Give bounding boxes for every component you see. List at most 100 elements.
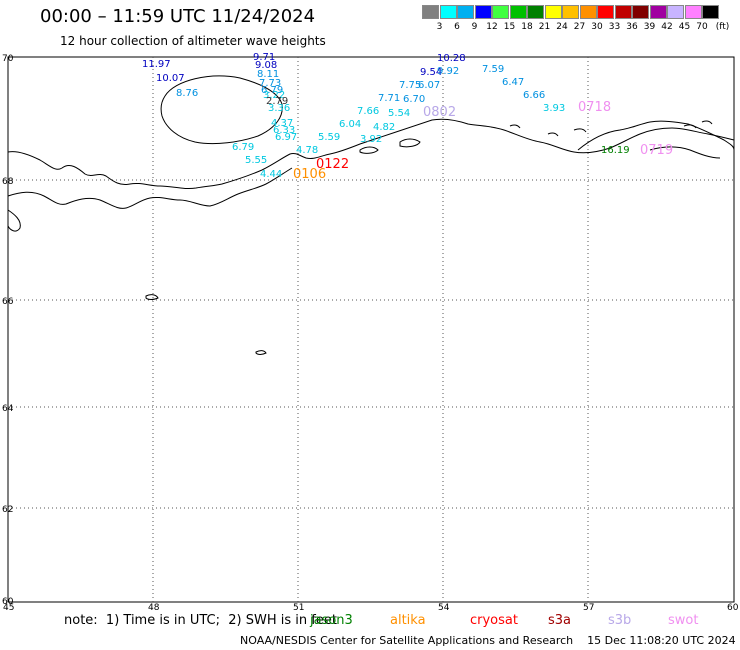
colorbar-swatch bbox=[597, 5, 614, 19]
legend-s3a: s3a bbox=[548, 613, 572, 628]
wave-reading: 6.47 bbox=[502, 77, 524, 88]
lat-label: 66 bbox=[2, 297, 14, 307]
wave-reading: 8.76 bbox=[176, 88, 198, 99]
lon-label: 57 bbox=[583, 603, 594, 613]
wave-reading: 3.93 bbox=[543, 103, 565, 114]
map-subtitle: 12 hour collection of altimeter wave hei… bbox=[60, 34, 326, 48]
lon-label: 45 bbox=[3, 603, 14, 613]
colorbar-swatch bbox=[527, 5, 544, 19]
wave-reading: 7.66 bbox=[357, 106, 379, 117]
small-island bbox=[683, 124, 697, 129]
colorbar-tick-label: 3 bbox=[436, 22, 443, 32]
colorbar-swatch bbox=[632, 5, 649, 19]
wave-reading: 3.22 bbox=[263, 90, 285, 101]
wave-reading: 9.92 bbox=[437, 66, 459, 77]
wave-reading: 7.59 bbox=[482, 64, 504, 75]
legend-swot: swot bbox=[668, 613, 699, 628]
lon-label: 60 bbox=[727, 603, 739, 613]
wave-reading: 5.59 bbox=[318, 132, 340, 143]
small-island bbox=[547, 132, 559, 137]
wave-reading: 3.36 bbox=[268, 103, 290, 114]
wave-reading: 5.54 bbox=[388, 108, 410, 119]
legend-jason3: jason3 bbox=[310, 613, 353, 628]
colorbar-tick-label: 21 bbox=[538, 22, 551, 32]
coastlines bbox=[7, 75, 735, 355]
wave-reading: 9.08 bbox=[255, 60, 277, 71]
wave-reading: 11.97 bbox=[142, 59, 171, 70]
wave-reading: 6.79 bbox=[232, 142, 254, 153]
wave-reading: 7.71 bbox=[378, 93, 400, 104]
small-island bbox=[145, 294, 159, 300]
wave-reading: 5.55 bbox=[245, 155, 267, 166]
wave-reading: 3.92 bbox=[360, 134, 382, 145]
pass-time-label: 0719 bbox=[640, 143, 673, 158]
colorbar-swatch bbox=[614, 5, 632, 19]
wave-reading: 2.79 bbox=[266, 96, 288, 107]
map-title: 00:00 – 11:59 UTC 11/24/2024 bbox=[40, 6, 316, 27]
colorbar-tick-label: 39 bbox=[643, 22, 656, 32]
eastern-peninsula bbox=[577, 120, 735, 159]
graticule bbox=[8, 57, 734, 602]
southern-shore bbox=[7, 167, 293, 209]
colorbar-swatch bbox=[474, 5, 492, 19]
lon-label: 54 bbox=[438, 603, 450, 613]
wave-reading: 16.19 bbox=[601, 145, 630, 156]
colorbar-tick-label: 18 bbox=[521, 22, 533, 32]
credit-line: NOAA/NESDIS Center for Satellite Applica… bbox=[240, 634, 736, 647]
colorbar-swatch bbox=[457, 5, 474, 19]
wave-reading: 6.66 bbox=[523, 90, 545, 101]
colorbar-swatch bbox=[544, 5, 562, 19]
lat-label: 62 bbox=[2, 505, 13, 515]
colorbar-swatch bbox=[579, 5, 597, 19]
wave-reading: 4.78 bbox=[296, 145, 318, 156]
small-island bbox=[573, 128, 587, 133]
legend-cryosat: cryosat bbox=[470, 613, 518, 628]
pass-time-label: 0122 bbox=[316, 157, 349, 172]
colorbar-swatch bbox=[509, 5, 527, 19]
map-frame bbox=[7, 56, 735, 603]
wave-reading: 7.73 bbox=[259, 78, 281, 89]
colorbar-swatch bbox=[439, 5, 457, 19]
colorbar-swatch bbox=[702, 5, 719, 19]
pass-time-label: 0802 bbox=[423, 105, 456, 120]
colorbar-swatch bbox=[562, 5, 579, 19]
colorbar-swatch bbox=[422, 5, 439, 19]
wave-reading: 7.75 bbox=[399, 80, 421, 91]
kolguyev-island bbox=[160, 75, 283, 145]
colorbar-swatch bbox=[492, 5, 509, 19]
wave-height-readings: 9.71 11.97 9.08 10.07 8.11 7.73 6.79 8.7… bbox=[142, 52, 630, 180]
colorbar-tick-label: 6 bbox=[454, 22, 460, 32]
footer-note: note: 1) Time is in UTC; 2) SWH is in fe… bbox=[64, 613, 337, 628]
colorbar-tick-label: 70 bbox=[696, 22, 708, 32]
lat-label: 60 bbox=[2, 597, 14, 607]
wave-reading: 6.70 bbox=[403, 94, 425, 105]
pass-time-labels: 0122 0106 0802 0718 0719 bbox=[293, 100, 673, 182]
wave-reading: 4.82 bbox=[373, 122, 395, 133]
wave-reading: 4.37 bbox=[271, 118, 293, 129]
colorbar-swatch bbox=[649, 5, 667, 19]
wave-reading: 6.04 bbox=[339, 119, 361, 130]
colorbar-tick-label: 9 bbox=[471, 22, 478, 32]
colorbar-swatch bbox=[667, 5, 684, 19]
small-island bbox=[399, 138, 421, 148]
wave-reading: 9.54 bbox=[420, 67, 442, 78]
legend-s3b: s3b bbox=[608, 613, 632, 628]
wave-reading: 6.33 bbox=[273, 125, 295, 136]
colorbar-swatch bbox=[684, 5, 702, 19]
lat-label: 68 bbox=[2, 177, 14, 187]
colorbar-tick-label: 30 bbox=[591, 22, 603, 32]
colorbar-tick-label: 45 bbox=[678, 22, 691, 32]
colorbar-tick-label: 36 bbox=[626, 22, 638, 32]
small-island bbox=[255, 350, 267, 355]
lon-label: 48 bbox=[148, 603, 160, 613]
wave-reading: 10.07 bbox=[156, 73, 185, 84]
colorbar-ticks: 3 6 9 12 15 18 21 24 27 30 33 36 39 42 45 70 (ft) bbox=[422, 22, 740, 34]
colorbar-tick-label: 27 bbox=[573, 22, 586, 32]
wave-reading: 4.44 bbox=[260, 169, 282, 180]
lon-label: 51 bbox=[293, 603, 304, 613]
colorbar-unit: (ft) bbox=[715, 22, 730, 32]
lat-label: 70 bbox=[2, 54, 14, 64]
colorbar-tick-label: 33 bbox=[608, 22, 621, 32]
small-island bbox=[701, 120, 713, 125]
